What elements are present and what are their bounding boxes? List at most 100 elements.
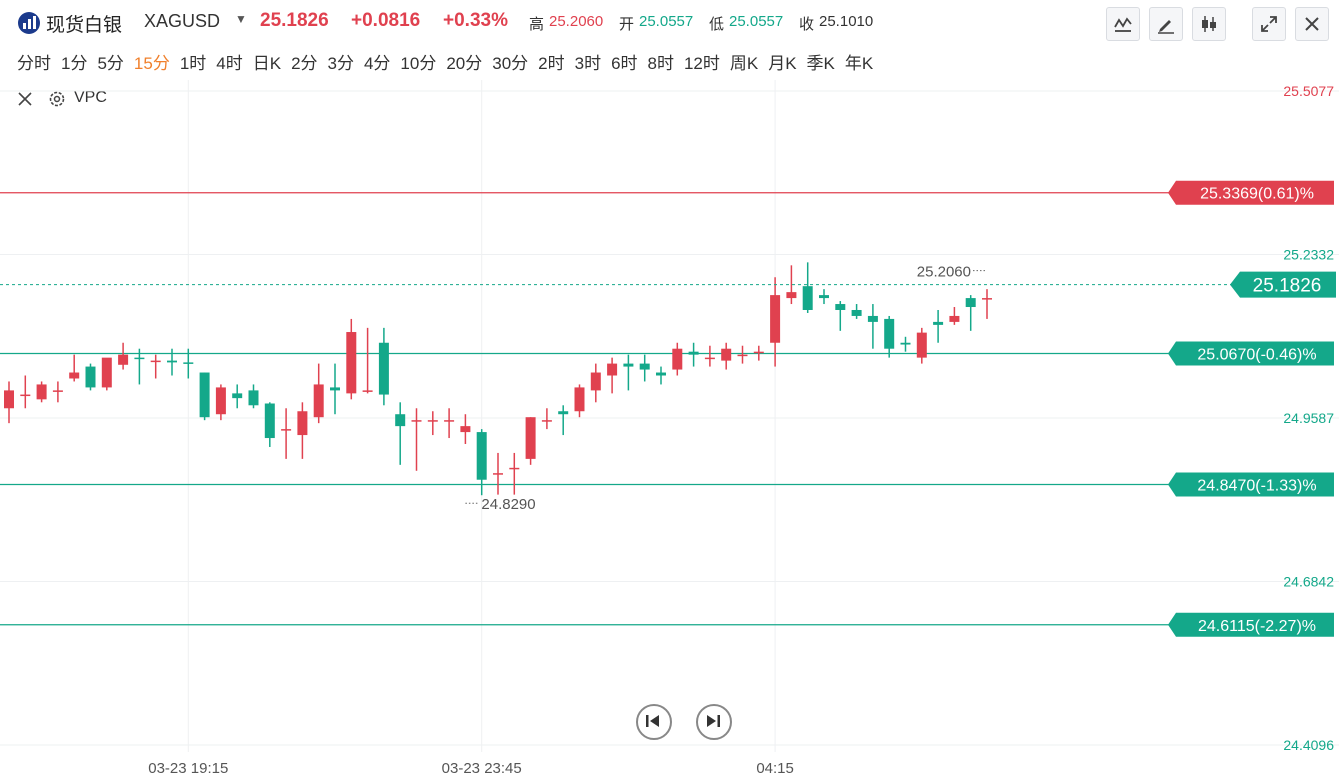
period-tab[interactable]: 3时: [574, 54, 602, 73]
candle-body[interactable]: [427, 420, 438, 422]
close-button[interactable]: [1295, 7, 1329, 41]
period-tab[interactable]: 4分: [363, 54, 391, 73]
candle-body[interactable]: [4, 390, 14, 409]
candle-body[interactable]: [264, 403, 275, 439]
candle-body[interactable]: [118, 354, 129, 365]
candle-body[interactable]: [460, 426, 471, 433]
candle-body[interactable]: [574, 387, 585, 412]
candle-body[interactable]: [982, 298, 992, 300]
candle-body[interactable]: [69, 372, 80, 379]
candle-body[interactable]: [916, 332, 927, 358]
candle-body[interactable]: [330, 387, 340, 391]
candle-body[interactable]: [183, 362, 194, 364]
candle-body[interactable]: [819, 295, 829, 299]
candle-body[interactable]: [541, 420, 552, 422]
period-tab[interactable]: 15分: [133, 54, 170, 73]
period-tab[interactable]: 8时: [647, 54, 674, 73]
candle-body[interactable]: [313, 384, 324, 418]
candle-body[interactable]: [835, 304, 846, 310]
candle-body[interactable]: [362, 390, 373, 392]
fullscreen-button[interactable]: [1252, 7, 1286, 41]
candle-body[interactable]: [20, 394, 31, 397]
candle-body[interactable]: [525, 417, 536, 459]
symbol-code[interactable]: XAGUSD: [144, 11, 221, 31]
period-tab[interactable]: 1时: [179, 54, 207, 73]
candle-body[interactable]: [509, 467, 520, 470]
period-tab[interactable]: 分时: [17, 54, 51, 73]
candle-body[interactable]: [493, 473, 503, 475]
period-tab[interactable]: 1分: [60, 54, 88, 73]
candle-body[interactable]: [558, 411, 569, 415]
close-indicator-icon[interactable]: [16, 88, 36, 110]
indicator-label: VPC: [74, 89, 107, 106]
scroll-back-button[interactable]: [636, 704, 672, 740]
x-tick-label: 03-23 19:15: [148, 760, 228, 777]
period-tab[interactable]: 季K: [806, 54, 835, 73]
candle-body[interactable]: [949, 315, 960, 322]
candle-body[interactable]: [476, 432, 487, 480]
skip-back-icon: [646, 715, 659, 727]
candle-body[interactable]: [672, 348, 683, 370]
candle-body[interactable]: [378, 342, 389, 395]
period-tab[interactable]: 2分: [291, 54, 318, 73]
candle-body[interactable]: [721, 348, 732, 361]
candle-body[interactable]: [346, 332, 357, 394]
y-tick-label: 25.2332: [1283, 246, 1334, 262]
candle-body[interactable]: [297, 411, 308, 436]
candle-body[interactable]: [36, 384, 47, 400]
candle-body[interactable]: [411, 420, 422, 422]
candle-body[interactable]: [232, 393, 243, 399]
candle-body[interactable]: [607, 363, 618, 376]
candle-body[interactable]: [851, 309, 862, 316]
period-tab[interactable]: 4时: [216, 54, 243, 73]
period-tab[interactable]: 2时: [538, 54, 565, 73]
candle-body[interactable]: [753, 351, 764, 354]
symbol-dropdown-icon[interactable]: ▼: [235, 12, 247, 26]
candle-body[interactable]: [884, 318, 895, 349]
candle-body[interactable]: [215, 387, 226, 415]
candle-body[interactable]: [150, 360, 161, 363]
candle-body[interactable]: [134, 357, 145, 360]
candle-body[interactable]: [704, 357, 715, 360]
candle-body[interactable]: [248, 390, 259, 406]
period-tab[interactable]: 日K: [252, 54, 282, 73]
period-tab[interactable]: 20分: [446, 54, 483, 73]
candle-body[interactable]: [900, 342, 911, 345]
candle-body[interactable]: [85, 366, 96, 388]
candle-body[interactable]: [101, 357, 112, 388]
candle-body[interactable]: [623, 363, 634, 367]
period-tab[interactable]: 6时: [611, 54, 638, 73]
period-tab[interactable]: 年K: [844, 54, 874, 73]
scroll-forward-button[interactable]: [696, 704, 732, 740]
candle-body[interactable]: [590, 372, 601, 391]
draw-button[interactable]: [1149, 7, 1183, 41]
period-tab[interactable]: 30分: [492, 54, 529, 73]
candle-body[interactable]: [52, 390, 63, 392]
candle-body[interactable]: [802, 286, 813, 310]
chart-type-button[interactable]: [1192, 7, 1226, 41]
period-tab[interactable]: 10分: [400, 54, 437, 73]
period-tab[interactable]: 12时: [683, 54, 720, 73]
candle-body[interactable]: [395, 414, 406, 427]
candle-body[interactable]: [639, 363, 650, 370]
candle-body[interactable]: [281, 429, 292, 431]
period-tab[interactable]: 周K: [729, 54, 759, 73]
candle-body[interactable]: [965, 298, 976, 308]
period-tab[interactable]: 月K: [768, 54, 797, 73]
candle-body[interactable]: [199, 372, 210, 418]
candle-body[interactable]: [656, 372, 666, 376]
candle-body[interactable]: [737, 354, 748, 357]
candle-body[interactable]: [867, 315, 878, 322]
candle-body[interactable]: [444, 420, 455, 422]
period-tab[interactable]: 3分: [327, 54, 354, 73]
symbol-name[interactable]: 现货白银: [46, 15, 123, 36]
candle-body[interactable]: [933, 321, 944, 325]
candle-body[interactable]: [786, 292, 797, 299]
line-style-button[interactable]: [1106, 7, 1140, 41]
candle-body[interactable]: [167, 360, 177, 363]
candle-body[interactable]: [770, 295, 781, 343]
candle-body[interactable]: [688, 351, 699, 355]
period-tab[interactable]: 5分: [97, 54, 124, 73]
gear-icon[interactable]: [46, 88, 68, 110]
